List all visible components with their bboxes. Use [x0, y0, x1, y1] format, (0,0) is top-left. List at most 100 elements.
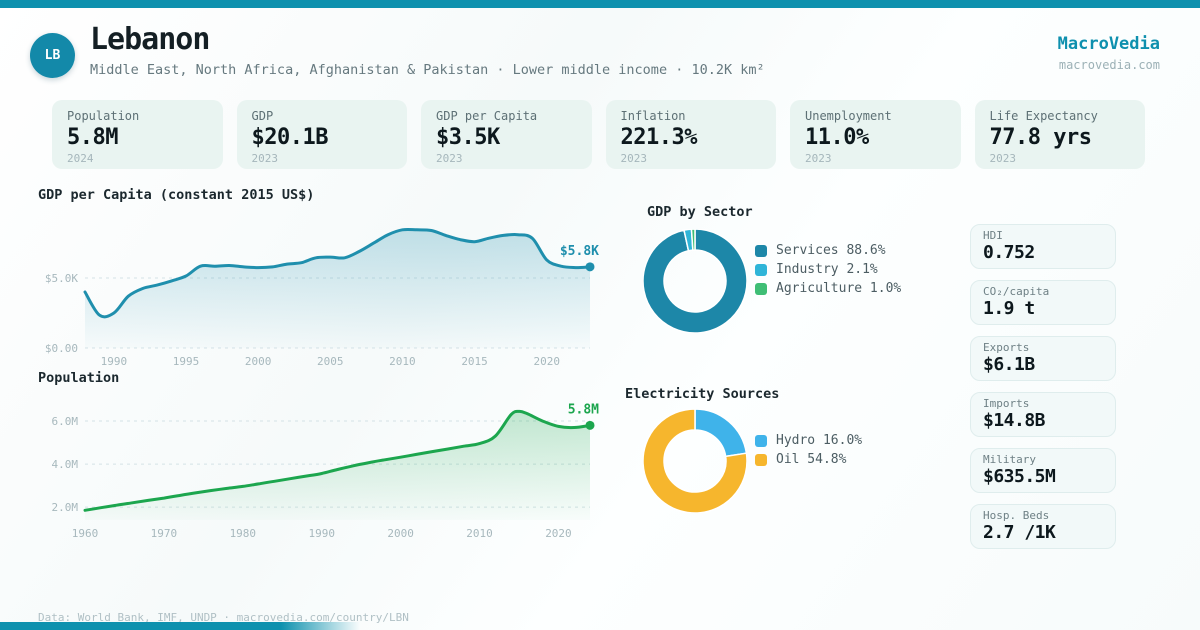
- electricity-sources-donut: [643, 409, 747, 513]
- latest-value-label: $5.8K: [560, 244, 599, 259]
- stat-label: Life Expectancy: [989, 109, 1098, 123]
- info-value: $14.8B: [983, 410, 1046, 431]
- secondary-indicators-column: HDI 0.752 CO₂/capita 1.9 t Exports $6.1B…: [970, 224, 1116, 549]
- top-accent-bar: [0, 0, 1200, 8]
- stat-value: $20.1B: [251, 125, 329, 150]
- legend-swatch: [755, 453, 767, 466]
- country-badge: LB: [30, 33, 75, 78]
- legend-item-services: Services 88.6%: [755, 244, 901, 257]
- gdp-per-capita-line-chart: $5.0K $0.00 1990 1995 2000 2005 2010 2015 2020 $5…: [45, 227, 599, 368]
- legend-item-hydro: Hydro 16.0%: [755, 434, 862, 447]
- stat-year: 2023: [436, 152, 463, 165]
- area-fill: [85, 411, 590, 520]
- legend-swatch: [755, 244, 767, 257]
- stat-label: GDP: [251, 109, 274, 123]
- stat-value: 11.0%: [805, 125, 869, 150]
- stat-card-gdp: GDP $20.1B 2023: [236, 100, 407, 169]
- info-card-military: Military $635.5M: [970, 448, 1116, 493]
- gdp-by-sector-donut: [643, 229, 747, 333]
- population-line-chart: 6.0M 4.0M 2.0M 1960 1970 1980 1990 2000 2010 2020…: [52, 402, 600, 540]
- stat-value: $3.5K: [436, 125, 500, 150]
- x-axis-tick-label: 2000: [245, 355, 272, 368]
- donut-slice-hydro: [694, 409, 747, 458]
- gdp-by-sector-legend: Services 88.6% Industry 2.1% Agriculture 1…: [755, 244, 901, 295]
- info-value: $635.5M: [983, 466, 1056, 487]
- x-axis-tick-label: 2015: [461, 355, 488, 368]
- gdp-by-sector-title: GDP by Sector: [647, 204, 753, 220]
- bottom-accent-bar: [0, 622, 360, 630]
- stat-year: 2023: [251, 152, 279, 165]
- legend-swatch: [755, 282, 767, 295]
- legend-item-oil: Oil 54.8%: [755, 453, 862, 466]
- stat-label: Inflation: [620, 109, 686, 123]
- donut-slice-services: [643, 229, 747, 333]
- key-stats-row: Population 5.8M 2024 GDP $20.1B 2023 GDP…: [52, 100, 1145, 169]
- info-value: 1.9 t: [983, 298, 1035, 319]
- stat-label: Unemployment: [805, 109, 892, 123]
- stat-card-gdp-per-capita: GDP per Capita $3.5K 2023: [421, 100, 592, 169]
- x-axis-tick-label: 1970: [151, 527, 178, 540]
- donut-slice-oil: [643, 409, 747, 513]
- legend-label: Hydro 16.0%: [776, 433, 863, 448]
- electricity-sources-title: Electricity Sources: [625, 386, 780, 402]
- area-fill: [85, 229, 590, 348]
- info-label: HDI: [983, 229, 1003, 242]
- x-axis-tick-label: 2010: [466, 527, 493, 540]
- x-axis-tick-label: 1960: [72, 527, 99, 540]
- info-card-exports: Exports $6.1B: [970, 336, 1116, 381]
- info-value: 2.7 /1K: [983, 522, 1056, 543]
- brand-domain: macrovedia.com: [1058, 58, 1160, 72]
- info-card-hospital-beds: Hosp. Beds 2.7 /1K: [970, 504, 1116, 549]
- legend-label: Industry 2.1%: [776, 262, 878, 277]
- gdp-per-capita-chart-title: GDP per Capita (constant 2015 US$): [38, 187, 315, 203]
- stat-year: 2023: [989, 152, 1017, 165]
- stat-label: Population: [67, 109, 140, 123]
- end-dot: [585, 420, 595, 430]
- info-card-imports: Imports $14.8B: [970, 392, 1116, 437]
- info-value: 0.752: [983, 242, 1035, 263]
- stat-card-life-expectancy: Life Expectancy 77.8 yrs 2023: [974, 100, 1145, 169]
- x-axis-tick-label: 1995: [173, 355, 200, 368]
- stat-value: 5.8M: [67, 125, 118, 150]
- stat-year: 2023: [805, 152, 832, 165]
- line-path: [83, 227, 592, 319]
- stat-year: 2023: [620, 152, 648, 165]
- stat-value: 221.3%: [620, 125, 698, 150]
- info-label: Military: [983, 453, 1036, 466]
- legend-item-agriculture: Agriculture 1.0%: [755, 282, 901, 295]
- legend-swatch: [755, 263, 767, 276]
- info-label: Hosp. Beds: [983, 509, 1050, 522]
- end-dot: [585, 262, 595, 272]
- stat-card-inflation: Inflation 221.3% 2023: [605, 100, 776, 169]
- legend-label: Oil 54.8%: [776, 452, 847, 467]
- stat-card-unemployment: Unemployment 11.0% 2023: [790, 100, 961, 169]
- brand-block: MacroVedia macrovedia.com: [1058, 34, 1160, 72]
- country-subtitle: Middle East, North Africa, Afghanistan &…: [90, 62, 765, 78]
- info-card-co2: CO₂/capita 1.9 t: [970, 280, 1116, 325]
- brand-name: MacroVedia: [1057, 34, 1160, 54]
- legend-label: Services 88.6%: [776, 243, 886, 258]
- y-axis-tick-label: 2.0M: [52, 501, 79, 514]
- x-axis-tick-label: 2020: [533, 355, 560, 368]
- y-axis-tick-label: $5.0K: [45, 272, 78, 285]
- stat-year: 2024: [67, 152, 94, 165]
- info-label: Imports: [983, 397, 1030, 410]
- stat-card-population: Population 5.8M 2024: [52, 100, 223, 169]
- y-axis-tick-label: $0.00: [45, 342, 78, 355]
- legend-item-industry: Industry 2.1%: [755, 263, 901, 276]
- data-sources-footer: Data: World Bank, IMF, UNDP · macrovedia…: [38, 611, 409, 624]
- x-axis-tick-label: 1990: [308, 527, 335, 540]
- x-axis-tick-label: 2010: [389, 355, 416, 368]
- y-axis-tick-label: 6.0M: [52, 415, 79, 428]
- x-axis-tick-label: 2020: [545, 527, 572, 540]
- info-value: $6.1B: [983, 354, 1035, 375]
- info-label: CO₂/capita: [983, 285, 1050, 298]
- info-card-hdi: HDI 0.752: [970, 224, 1116, 269]
- electricity-sources-legend: Hydro 16.0% Oil 54.8%: [755, 434, 862, 466]
- latest-value-label: 5.8M: [568, 402, 599, 417]
- x-axis-tick-label: 2000: [387, 527, 414, 540]
- stat-value: 77.8 yrs: [989, 125, 1092, 150]
- stat-label: GDP per Capita: [436, 109, 538, 123]
- x-axis-tick-label: 1980: [230, 527, 257, 540]
- y-axis-tick-label: 4.0M: [52, 458, 79, 471]
